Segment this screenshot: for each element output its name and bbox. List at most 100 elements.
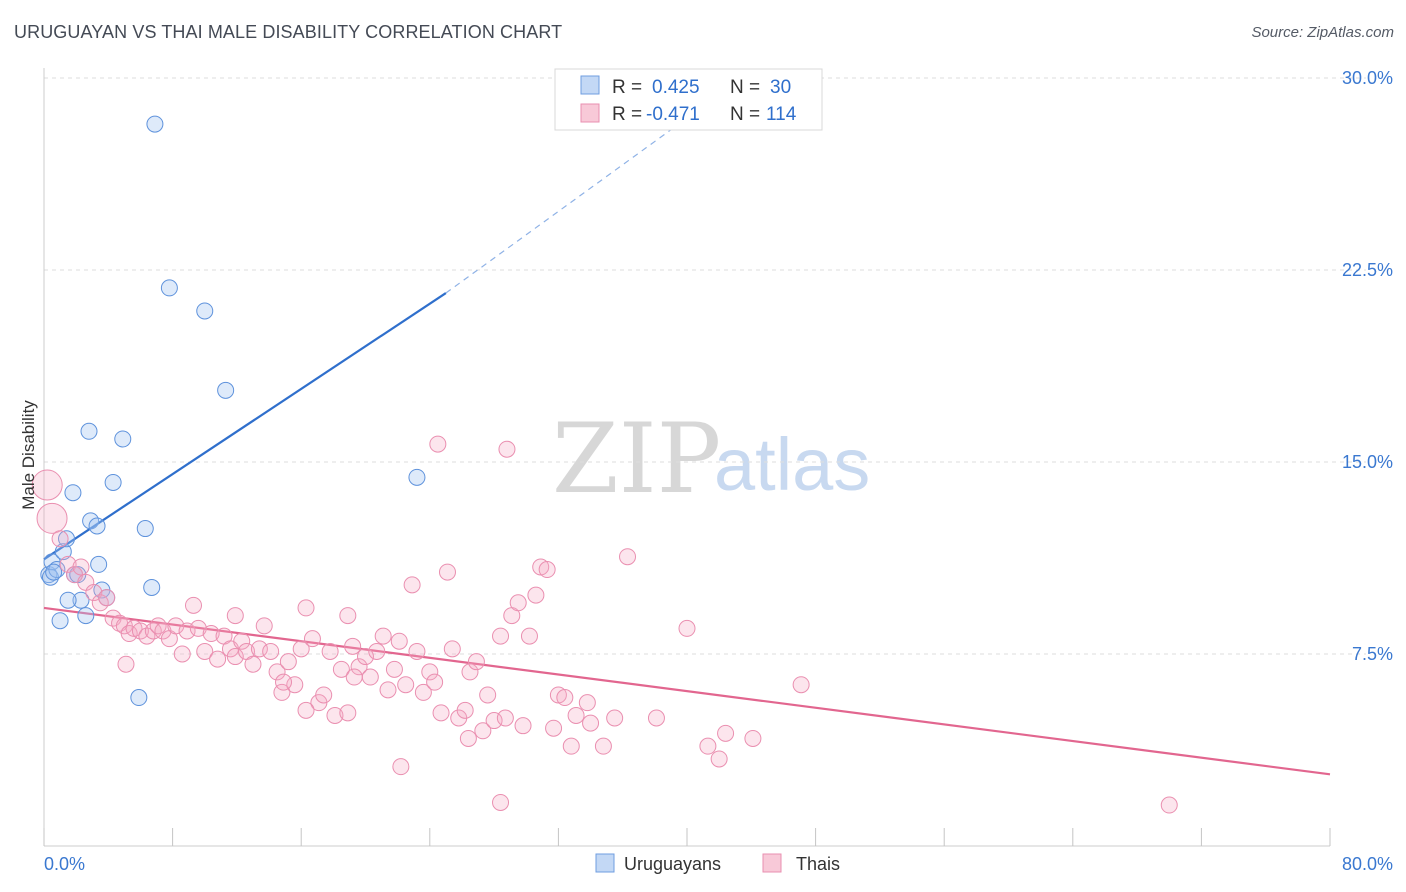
uruguayan-trend-line bbox=[43, 292, 447, 561]
thai-point-55 bbox=[368, 642, 386, 660]
uruguayan-point-6 bbox=[64, 484, 82, 502]
thai-point-52 bbox=[350, 658, 368, 676]
thai-point-84 bbox=[538, 561, 556, 579]
thai-point-82 bbox=[527, 586, 545, 604]
thai-point-49 bbox=[332, 660, 350, 678]
thai-point-48 bbox=[326, 706, 344, 724]
y-axis-label: Male Disability bbox=[19, 400, 38, 510]
thai-trend-line bbox=[43, 606, 1331, 776]
uruguayan-point-17 bbox=[114, 430, 132, 448]
bottom-legend-label-uruguayans: Uruguayans bbox=[624, 854, 721, 874]
thai-point-66 bbox=[432, 704, 450, 722]
thai-point-113 bbox=[117, 655, 135, 673]
thai-point-50 bbox=[339, 607, 357, 625]
thai-point-25 bbox=[189, 619, 207, 637]
legend-n-label-0: N = bbox=[730, 77, 760, 98]
uruguayan-point-22 bbox=[160, 279, 178, 297]
uruguayan-point-13 bbox=[90, 555, 108, 573]
uruguayan-point-21 bbox=[146, 115, 164, 133]
y-tick-label-1: 15.0% bbox=[1342, 452, 1393, 472]
thai-point-7 bbox=[85, 584, 103, 602]
legend-swatch-uruguayans bbox=[580, 75, 600, 95]
thai-point-32 bbox=[233, 632, 251, 650]
thai-point-112 bbox=[297, 701, 315, 719]
thai-point-37 bbox=[262, 642, 280, 660]
legend-n-label-1: N = bbox=[730, 104, 760, 125]
thai-point-109 bbox=[1160, 796, 1178, 814]
thai-point-35 bbox=[250, 640, 268, 658]
uruguayan-point-25 bbox=[408, 468, 426, 486]
thai-point-103 bbox=[498, 440, 516, 458]
bottom-legend-swatch-thais bbox=[762, 853, 782, 873]
thai-point-24 bbox=[184, 596, 202, 614]
x-tick-labels: 0.0% 80.0% bbox=[44, 854, 1393, 874]
uruguayan-point-16 bbox=[104, 473, 122, 491]
thai-point-88 bbox=[562, 737, 580, 755]
thai-point-99 bbox=[744, 729, 762, 747]
axes bbox=[43, 68, 1331, 847]
thai-point-81 bbox=[520, 627, 538, 645]
thai-point-44 bbox=[303, 630, 321, 648]
data-points bbox=[31, 115, 1178, 814]
thai-point-22 bbox=[173, 645, 191, 663]
uruguayan-point-4 bbox=[54, 543, 72, 561]
thai-point-26 bbox=[196, 642, 214, 660]
thai-point-110 bbox=[226, 607, 244, 625]
uruguayan-point-8 bbox=[72, 591, 90, 609]
series-legend: Uruguayans Thais bbox=[595, 853, 840, 874]
thai-point-40 bbox=[279, 653, 297, 671]
thai-point-108 bbox=[459, 729, 477, 747]
thai-point-98 bbox=[717, 724, 735, 742]
thai-point-71 bbox=[461, 663, 479, 681]
thai-point-60 bbox=[397, 676, 415, 694]
uruguayan-point-20 bbox=[143, 578, 161, 596]
thai-point-54 bbox=[361, 668, 379, 686]
thai-point-79 bbox=[509, 594, 527, 612]
legend-r-value-0: 0.425 bbox=[652, 77, 700, 98]
thai-point-28 bbox=[209, 650, 227, 668]
thai-point-5 bbox=[72, 558, 90, 576]
thai-point-80 bbox=[514, 717, 532, 735]
uruguayan-point-3 bbox=[48, 561, 66, 579]
y-tick-labels: 7.5% 15.0% 22.5% 30.0% bbox=[1342, 68, 1393, 664]
thai-point-101 bbox=[339, 704, 357, 722]
thai-point-17 bbox=[144, 622, 162, 640]
thai-point-46 bbox=[315, 686, 333, 704]
uruguayan-point-10 bbox=[80, 422, 98, 440]
thai-point-85 bbox=[545, 719, 563, 737]
thai-point-43 bbox=[297, 599, 315, 617]
y-tick-label-2: 22.5% bbox=[1342, 260, 1393, 280]
thai-point-89 bbox=[567, 706, 585, 724]
thai-point-100 bbox=[792, 676, 810, 694]
thai-point-94 bbox=[647, 709, 665, 727]
thai-point-13 bbox=[120, 625, 138, 643]
thai-point-77 bbox=[496, 709, 514, 727]
thai-point-102 bbox=[429, 435, 447, 453]
thai-point-34 bbox=[244, 655, 262, 673]
thai-point-87 bbox=[556, 689, 574, 707]
thai-point-53 bbox=[357, 648, 374, 666]
watermark-atlas: atlas bbox=[714, 423, 870, 506]
thai-point-36 bbox=[255, 617, 273, 635]
thai-point-63 bbox=[414, 683, 432, 701]
thai-point-67 bbox=[438, 563, 456, 581]
thai-point-72 bbox=[467, 653, 485, 671]
legend-n-value-1: 114 bbox=[766, 104, 797, 125]
uruguayan-point-29 bbox=[45, 563, 63, 581]
thai-point-95 bbox=[678, 619, 696, 637]
thai-point-61 bbox=[403, 576, 421, 594]
thai-point-64 bbox=[421, 663, 439, 681]
legend-swatch-thais bbox=[580, 103, 600, 123]
thai-point-47 bbox=[321, 642, 339, 660]
uruguayan-point-9 bbox=[77, 607, 95, 625]
thai-point-23 bbox=[178, 622, 196, 640]
uruguayan-point-18 bbox=[130, 689, 148, 707]
thai-point-42 bbox=[292, 640, 310, 658]
thai-point-111 bbox=[345, 668, 363, 686]
y-tick-label-3: 30.0% bbox=[1342, 68, 1393, 88]
source-label: Source: ZipAtlas.com bbox=[1251, 24, 1394, 41]
uruguayan-point-0 bbox=[40, 566, 58, 584]
uruguayan-point-12 bbox=[88, 517, 106, 535]
thai-point-93 bbox=[619, 548, 637, 566]
